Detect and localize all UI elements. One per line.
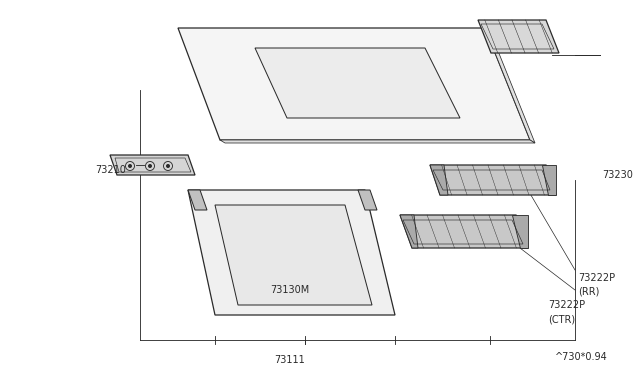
Text: 73111: 73111	[275, 355, 305, 365]
Circle shape	[148, 164, 152, 168]
Polygon shape	[400, 215, 418, 248]
Circle shape	[128, 164, 132, 168]
Text: (CTR): (CTR)	[548, 314, 575, 324]
Polygon shape	[188, 190, 207, 210]
Text: 73130M: 73130M	[270, 285, 310, 295]
Polygon shape	[478, 20, 559, 53]
Polygon shape	[220, 140, 535, 143]
Text: 73222P: 73222P	[548, 300, 585, 310]
Polygon shape	[188, 190, 395, 315]
Polygon shape	[542, 165, 556, 195]
Polygon shape	[400, 215, 528, 248]
Text: 73222P: 73222P	[578, 273, 615, 283]
Polygon shape	[430, 165, 448, 195]
Polygon shape	[358, 190, 377, 210]
Polygon shape	[178, 28, 530, 140]
Circle shape	[166, 164, 170, 168]
Text: ^730*0.94: ^730*0.94	[555, 352, 608, 362]
Polygon shape	[110, 155, 195, 175]
Polygon shape	[215, 205, 372, 305]
Text: 73210: 73210	[95, 165, 126, 175]
Polygon shape	[485, 28, 535, 143]
Polygon shape	[255, 48, 460, 118]
Polygon shape	[512, 215, 528, 248]
Polygon shape	[430, 165, 556, 195]
Text: 73230: 73230	[602, 170, 633, 180]
Text: (RR): (RR)	[578, 287, 600, 297]
